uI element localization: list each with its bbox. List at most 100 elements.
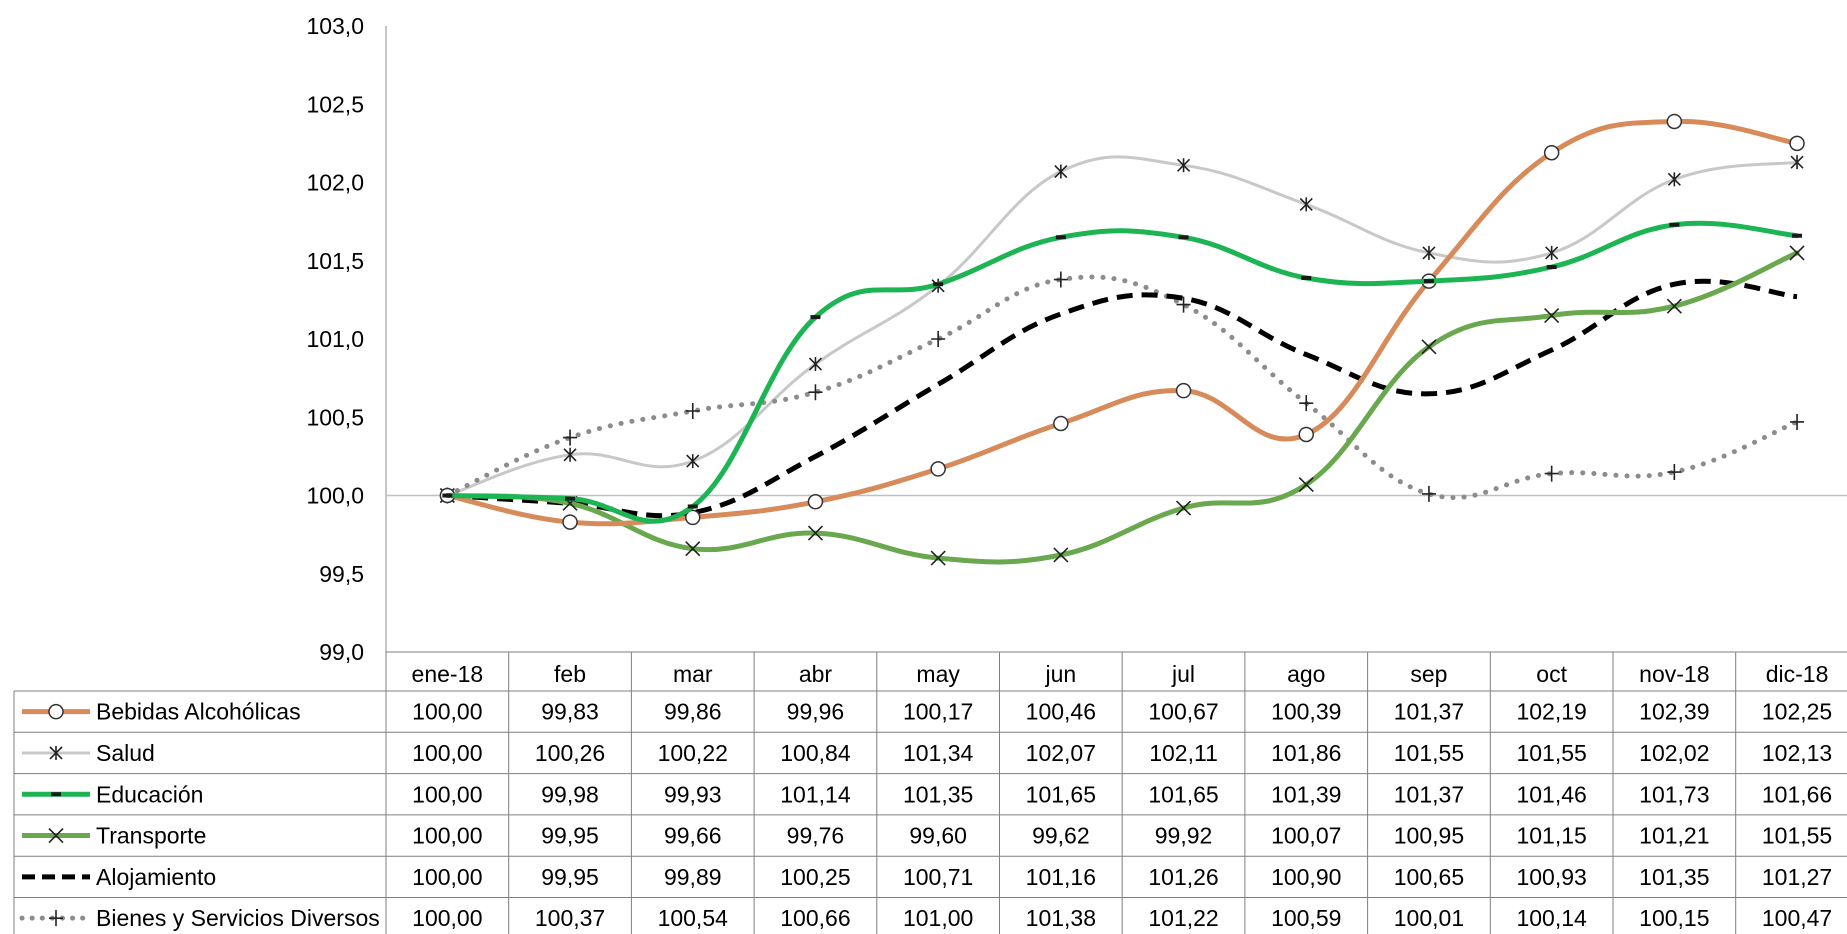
table-cell-value: 101,38 [1026, 905, 1096, 931]
table-cell-value: 100,71 [903, 864, 973, 890]
legend-key-marker-0 [48, 703, 64, 720]
category-label: jun [1044, 661, 1076, 687]
series-1-point-1 [563, 447, 577, 462]
series-2-point-11 [1792, 233, 1803, 238]
series-5 [440, 271, 1805, 504]
table-cell-value: 99,95 [541, 823, 599, 849]
series-3 [439, 245, 1805, 566]
table-cell-value: 99,89 [664, 864, 722, 890]
table-cell-value: 99,86 [664, 699, 722, 725]
legend-series-name: Bebidas Alcohólicas [96, 699, 301, 725]
series-5-point-7 [1299, 395, 1314, 412]
series-3-point-5 [1053, 547, 1069, 563]
table-cell-value: 102,02 [1639, 740, 1709, 766]
series-2-point-9 [1546, 265, 1557, 270]
category-label: ago [1287, 661, 1325, 687]
table-cell-value: 100,66 [780, 905, 850, 931]
series-3-point-10 [1666, 298, 1682, 314]
series-2-point-10 [1669, 222, 1680, 227]
series-5-point-2 [685, 402, 700, 419]
table-cell-value: 101,73 [1639, 781, 1709, 807]
table-cell-value: 101,39 [1271, 781, 1341, 807]
series-5-point-8 [1421, 485, 1436, 502]
series-line-1 [445, 155, 1799, 497]
table-cell-value: 101,00 [903, 905, 973, 931]
table-cell-value: 100,00 [412, 740, 482, 766]
series-line-5 [444, 274, 1800, 501]
table-cell-value: 101,55 [1762, 823, 1832, 849]
table-cell-value: 100,22 [658, 740, 728, 766]
series-3-point-8 [1421, 339, 1437, 355]
series-5-point-11 [1790, 413, 1805, 430]
table-cell-value: 100,00 [412, 905, 482, 931]
series-5-point-9 [1544, 465, 1559, 482]
table-cell-value: 100,46 [1026, 699, 1096, 725]
table-cell-value: 99,93 [664, 781, 722, 807]
series-0-point-1 [562, 514, 578, 530]
series-3-point-4 [930, 550, 946, 566]
series-3-point-6 [1175, 500, 1192, 516]
table-cell-value: 101,27 [1762, 864, 1832, 890]
legend-series-name: Bienes y Servicios Diversos [96, 905, 380, 931]
table-cell-value: 100,17 [903, 699, 973, 725]
series-5-point-10 [1667, 464, 1682, 481]
series-2-point-7 [1301, 275, 1312, 280]
data-table: ene-18 feb mar abr may jun jul ago sep oct nov-18 d… [13, 651, 1847, 934]
table-cell-value: 100,65 [1394, 864, 1464, 890]
table-cell-value: 100,90 [1271, 864, 1341, 890]
table-cell-value: 100,84 [780, 740, 851, 766]
category-label: nov-18 [1639, 661, 1709, 687]
table-cell-value: 100,26 [535, 740, 605, 766]
y-tick-label: 102,0 [306, 170, 364, 196]
table-cell-value: 99,96 [787, 699, 845, 725]
series-5-point-1 [563, 429, 578, 446]
y-tick-label: 103,0 [306, 13, 364, 39]
series-0 [439, 113, 1805, 530]
legend-key-marker-5 [49, 910, 63, 927]
table-cell-value: 100,25 [780, 864, 850, 890]
table-cell-value: 99,92 [1155, 823, 1213, 849]
table-cell-value: 100,95 [1394, 823, 1464, 849]
series-1-point-8 [1422, 245, 1436, 260]
table-cell-value: 102,13 [1762, 740, 1832, 766]
category-label: sep [1410, 661, 1447, 687]
series-1-point-10 [1667, 172, 1681, 187]
series-0-point-11 [1789, 135, 1805, 152]
series-0-point-9 [1543, 145, 1560, 161]
y-tick-label: 99,0 [319, 639, 364, 665]
table-cell-value: 99,76 [787, 823, 845, 849]
series-1-point-11 [1790, 155, 1804, 170]
category-label: oct [1536, 661, 1567, 687]
table-cell-value: 101,22 [1148, 905, 1218, 931]
table-cell-value: 101,14 [780, 781, 851, 807]
table-cell-value: 100,00 [412, 781, 482, 807]
table-cell-value: 99,83 [541, 699, 599, 725]
y-tick-label: 99,5 [319, 561, 364, 587]
table-cell-value: 101,46 [1516, 781, 1586, 807]
series-3-point-3 [807, 525, 824, 541]
y-tick-label: 101,5 [306, 248, 364, 274]
series-0-point-3 [807, 494, 824, 510]
table-cell-value: 100,54 [658, 905, 729, 931]
category-label: mar [673, 661, 713, 687]
series-3-point-9 [1544, 307, 1560, 324]
table-cell-value: 101,65 [1026, 781, 1096, 807]
table-cell-value: 101,15 [1516, 823, 1586, 849]
legend-key-5 [19, 910, 93, 927]
legend-key-2 [22, 791, 90, 797]
table-cell-value: 100,15 [1639, 905, 1709, 931]
table-cell-value: 100,39 [1271, 699, 1341, 725]
series-5-point-5 [1053, 271, 1068, 288]
table-cell-value: 99,62 [1032, 823, 1090, 849]
y-tick-label: 101,0 [306, 326, 364, 352]
series-2-point-3 [810, 315, 821, 320]
legend-series-name: Educación [96, 781, 203, 807]
table-cell-value: 101,16 [1026, 864, 1096, 890]
category-label: jul [1171, 661, 1195, 687]
legend-series-name: Transporte [96, 823, 206, 849]
series-0-point-10 [1666, 113, 1683, 130]
series-5-point-6 [1176, 296, 1191, 313]
series-5-point-4 [931, 331, 946, 347]
series-2 [442, 220, 1803, 524]
series-1 [440, 155, 1804, 503]
